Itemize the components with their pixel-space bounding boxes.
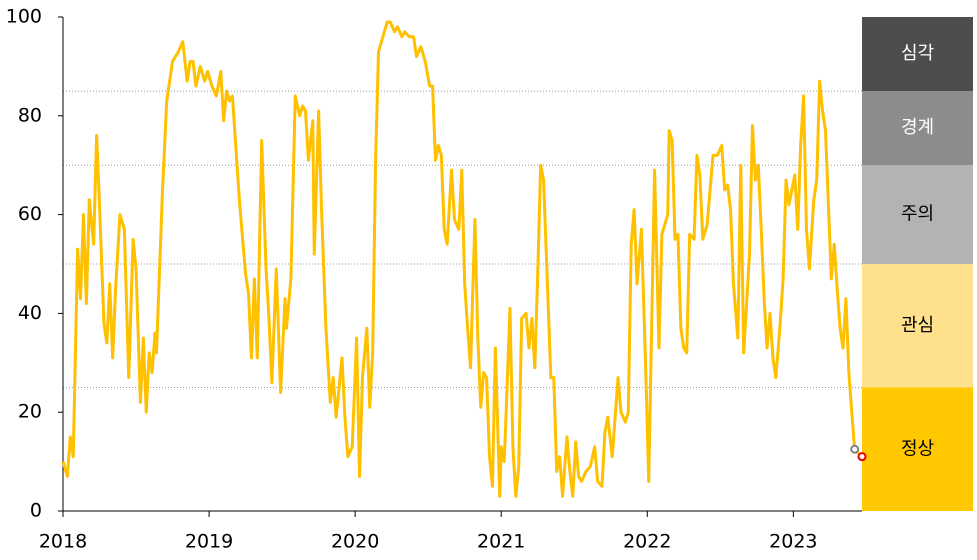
- x-tick-label: 2020: [331, 531, 379, 553]
- band-label: 심각: [901, 43, 934, 64]
- band: [862, 264, 973, 388]
- y-tick-label: 80: [18, 104, 42, 126]
- y-tick-label: 20: [18, 401, 42, 423]
- y-tick-label: 100: [6, 6, 42, 28]
- x-tick-label: 2018: [39, 531, 87, 553]
- band: [862, 387, 973, 511]
- end-marker: [857, 452, 867, 462]
- band-label: 정상: [901, 438, 934, 459]
- line: [61, 20, 864, 498]
- y-tick-label: 60: [18, 203, 42, 225]
- x-tick-label: 2021: [477, 531, 525, 553]
- band-label: 관심: [901, 315, 934, 336]
- end-marker: [850, 444, 860, 454]
- y-tick-label: 40: [18, 302, 42, 324]
- band: [862, 17, 973, 92]
- band-label: 경계: [901, 117, 934, 138]
- y-tick-label: 0: [30, 500, 42, 522]
- x-tick-label: 2019: [185, 531, 233, 553]
- band: [862, 91, 973, 166]
- x-tick-label: 2023: [769, 531, 817, 553]
- band-label: 주의: [901, 204, 934, 225]
- band: [862, 165, 973, 264]
- x-tick-label: 2022: [623, 531, 671, 553]
